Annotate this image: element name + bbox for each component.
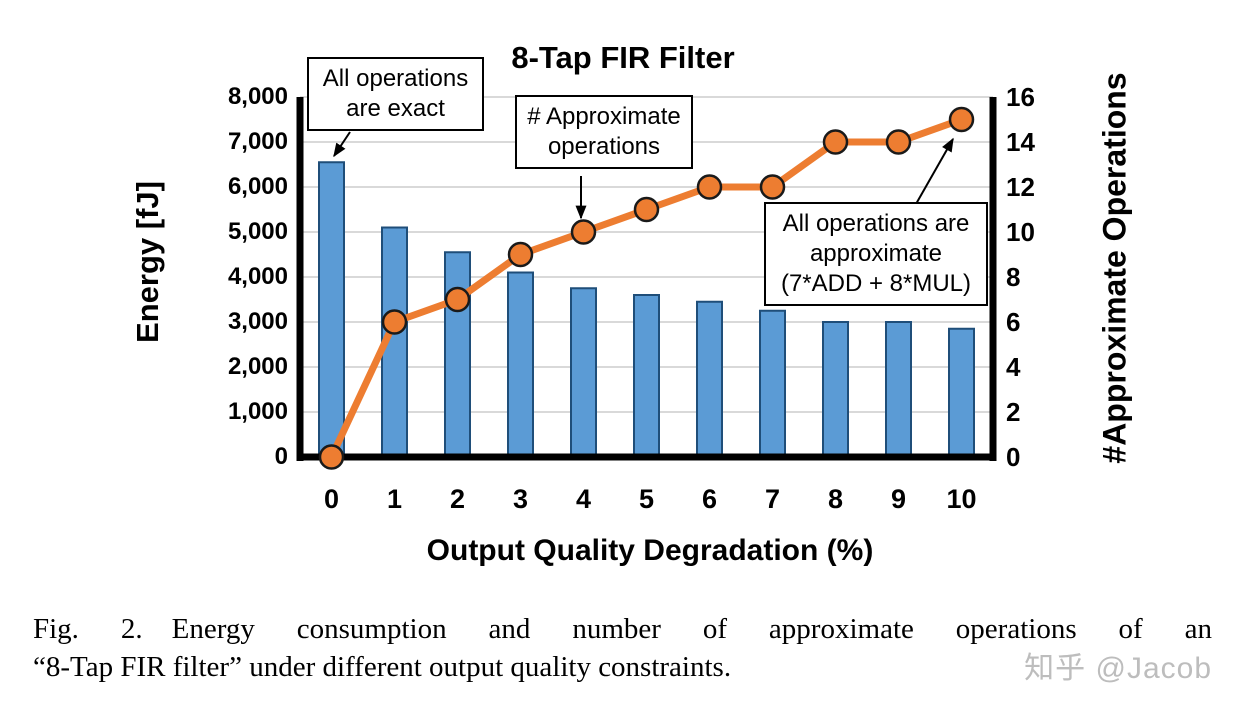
energy-bar	[444, 251, 471, 458]
annotation-all-operations-exact: All operations are exact	[307, 57, 484, 131]
right-axis-tick-label: 12	[1006, 172, 1035, 202]
annotation-text: All operations are approximate (7*ADD + …	[780, 210, 972, 297]
line-marker	[759, 174, 786, 200]
figure-caption: Fig. 2. Energy consumption and number of…	[33, 610, 1212, 686]
line-marker	[507, 241, 534, 268]
x-axis-tick-label: 10	[946, 484, 977, 514]
watermark: 知乎 @Jacob	[1024, 652, 1212, 685]
x-axis-tick-label: 3	[512, 484, 529, 514]
line-marker	[885, 129, 912, 155]
annotation-all-operations-approximate: All operations are approximate (7*ADD + …	[764, 202, 988, 306]
chart-title: 8-Tap FIR Filter	[511, 40, 735, 75]
line-marker	[318, 444, 345, 470]
right-axis-tick-label: 6	[1006, 307, 1021, 337]
x-axis-tick-label: 7	[764, 484, 781, 514]
right-axis-tick-label: 14	[1006, 127, 1035, 157]
energy-bar	[633, 294, 660, 458]
y-axis-tick-label: 6,000	[227, 173, 288, 200]
y-axis-tick-label: 8,000	[227, 83, 288, 110]
energy-bar	[318, 161, 345, 458]
line-marker	[822, 129, 849, 155]
y-axis-tick-label: 0	[274, 443, 288, 470]
x-axis-tick-label: 0	[323, 484, 340, 514]
y-axis-tick-label: 3,000	[227, 308, 288, 335]
line-marker	[381, 309, 408, 335]
plot-canvas	[296, 96, 997, 470]
right-axis-tick-label: 2	[1006, 397, 1021, 427]
annotation-text: All operations are exact	[322, 65, 469, 122]
y-axis-tick-label: 7,000	[227, 128, 288, 155]
line-marker	[696, 174, 723, 200]
energy-bar	[696, 300, 723, 458]
caption-line1: Fig. 2. Energy consumption and number of…	[33, 613, 1212, 645]
right-axis-tick-label: 10	[1006, 217, 1035, 247]
y-axis-tick-label: 5,000	[227, 218, 288, 245]
line-marker	[948, 106, 975, 133]
right-axis-tick-label: 0	[1006, 442, 1021, 472]
x-axis-tick-label: 4	[575, 484, 592, 514]
y-axis-tick-label: 1,000	[227, 398, 288, 425]
x-axis-title: Output Quality Degradation (%)	[426, 534, 874, 567]
right-axis-tick-label: 16	[1006, 82, 1035, 112]
energy-bar	[885, 321, 912, 458]
energy-bar	[822, 321, 849, 458]
energy-bar	[570, 287, 597, 458]
caption-line2: “8-Tap FIR filter” under different outpu…	[33, 651, 732, 683]
annotation-approximate-operations: # Approximate operations	[515, 95, 693, 169]
x-axis-tick-label: 6	[701, 484, 718, 514]
y-axis-tick-label: 4,000	[227, 263, 288, 290]
x-axis-tick-label: 5	[638, 484, 655, 514]
energy-bar	[507, 271, 534, 458]
line-marker	[633, 196, 660, 223]
annotation-arrow	[333, 131, 351, 158]
annotation-arrow	[915, 137, 954, 205]
x-axis-line	[296, 453, 997, 461]
annotation-text: # Approximate operations	[527, 103, 681, 160]
right-axis-tick-label: 4	[1006, 352, 1021, 382]
x-axis-tick-label: 8	[827, 484, 844, 514]
x-axis-tick-label: 9	[890, 484, 907, 514]
right-axis-line	[989, 97, 997, 461]
x-axis-tick-label: 2	[449, 484, 466, 514]
right-axis-title: #Approximate Operations	[1096, 72, 1133, 464]
left-axis-line	[296, 97, 304, 461]
right-axis-tick-label: 8	[1006, 262, 1021, 292]
line-marker	[444, 286, 471, 313]
energy-bar	[948, 327, 975, 458]
x-axis-tick-label: 1	[386, 484, 403, 514]
y-axis-tick-label: 2,000	[227, 353, 288, 380]
line-marker	[570, 219, 597, 245]
energy-bar	[759, 309, 786, 458]
